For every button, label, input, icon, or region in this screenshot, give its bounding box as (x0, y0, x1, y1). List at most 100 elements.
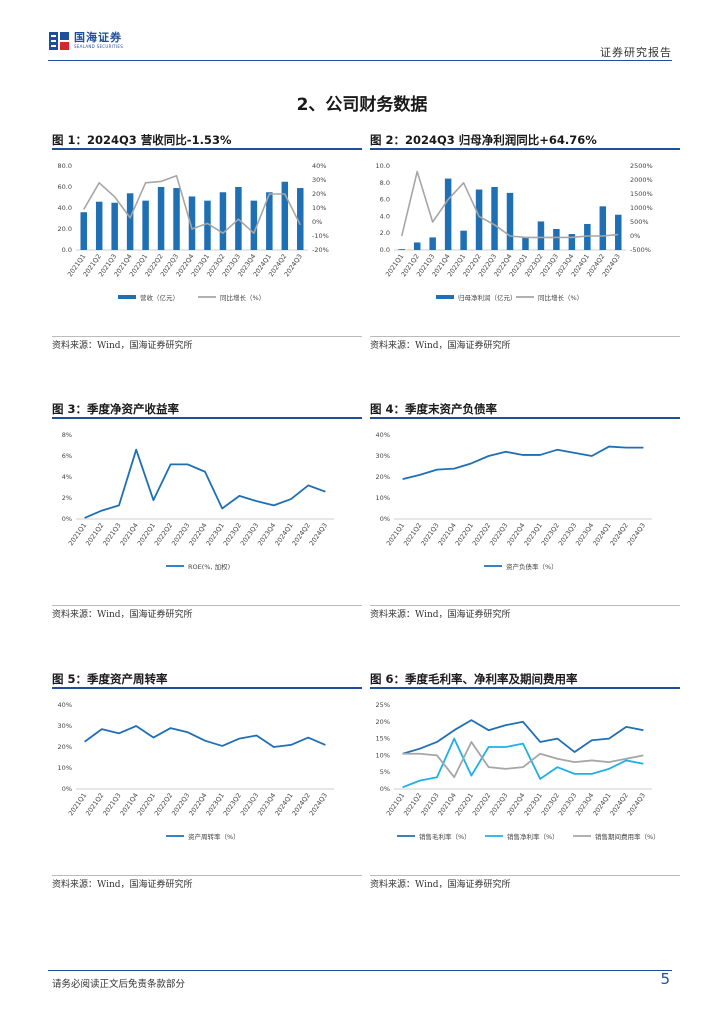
figure-1-title: 图 1：2024Q3 营收同比-1.53% (52, 132, 362, 150)
figure-2-chart: 0.0 2.0 4.0 6.0 8.0 10.0 -500% 0% 500% 1000% 1500%… (370, 150, 680, 326)
bar (188, 196, 196, 250)
figure-3-title: 图 3：季度净资产收益率 (52, 401, 362, 419)
bar (599, 206, 607, 250)
y2-tick-label: 10% (312, 204, 326, 212)
y2-tick-label: 1000% (630, 204, 653, 212)
bar (281, 181, 289, 250)
y-tick-label: 0% (62, 785, 72, 793)
figure-5-panel: 图 5：季度资产周转率 0% 10% 20% 30% 40% 2021Q1 2021Q2 20… (52, 671, 362, 891)
legend-label: 同比增长（%） (538, 293, 583, 302)
figure-3-chart: 0% 2% 4% 6% 8% 2021Q1 2021Q2 2021Q3 2021Q4 2022Q1… (52, 419, 362, 595)
bar (584, 223, 591, 250)
bar (568, 234, 576, 250)
y-tick-label: 0% (62, 515, 72, 523)
series-line (402, 741, 644, 779)
y-tick-label: 0.0 (62, 246, 72, 254)
y-tick-label: 6.0 (380, 196, 390, 204)
y-tick-label: 10% (58, 764, 72, 772)
y-tick-label: 40% (376, 431, 390, 439)
y2-tick-label: 1500% (630, 190, 653, 198)
figure-6-source: 资料来源：Wind，国海证券研究所 (370, 875, 680, 891)
legend-label: 资产周转率（%） (188, 832, 240, 841)
bar (204, 200, 211, 250)
logo-mark-icon (48, 30, 70, 52)
figure-3-panel: 图 3：季度净资产收益率 0% 2% 4% 6% 8% 2021Q1 2021Q2 2021Q… (52, 401, 362, 621)
y2-tick-label: 30% (312, 176, 326, 184)
series-line (84, 725, 326, 748)
y-tick-label: 2% (62, 494, 72, 502)
figure-4-source: 资料来源：Wind，国海证券研究所 (370, 605, 680, 621)
bar (111, 202, 118, 250)
bar (266, 192, 273, 250)
legend-label: 资产负债率（%） (506, 562, 558, 571)
figure-1-chart: 0.0 20.0 40.0 60.0 80.0 -20% -10% 0% 10% 20% 30% 40… (52, 150, 362, 326)
figure-6-chart: 0% 5% 10% 15% 20% 25% 2021Q1 2021Q2 2021Q3 2021Q4… (370, 689, 680, 865)
x-tick-label: 2024Q3 (308, 792, 329, 818)
y2-tick-label: 0% (630, 232, 640, 240)
page-header: 国海证券 SEALAND SECURITIES 证券研究报告 (0, 0, 724, 61)
bar (522, 237, 529, 250)
legend-label: 销售期间费用率（%） (595, 832, 660, 841)
y-tick-label: 10.0 (376, 162, 390, 170)
logo-cn-text: 国海证券 (74, 31, 122, 44)
y-tick-label: 30% (376, 452, 390, 460)
figure-2-panel: 图 2：2024Q3 归母净利润同比+64.76% 0.0 2.0 4.0 6.0 8.… (370, 132, 680, 352)
y-tick-label: 15% (376, 735, 390, 743)
figure-6-panel: 图 6：季度毛利率、净利率及期间费用率 0% 5% 10% 15% 20% 25% 2021… (370, 671, 680, 891)
y2-tick-label: 40% (312, 162, 326, 170)
y-tick-label: 8% (62, 431, 72, 439)
legend-label: 同比增长（%） (220, 293, 265, 302)
bar (491, 187, 498, 250)
bar (429, 237, 436, 250)
bar (126, 193, 134, 250)
y-tick-label: 60.0 (58, 183, 72, 191)
y-tick-label: 25% (376, 701, 390, 709)
legend-label: 销售毛利率（%） (419, 832, 471, 841)
bar (444, 178, 452, 250)
y2-tick-label: 2500% (630, 162, 653, 170)
series-line (402, 737, 644, 789)
footer-disclaimer: 请务必阅读正文后免责条款部分 (52, 979, 186, 990)
bar (157, 187, 165, 250)
x-tick-label: 2024Q3 (626, 792, 647, 818)
series-line (84, 448, 326, 519)
series-line (83, 174, 301, 234)
figure-2-source: 资料来源：Wind，国海证券研究所 (370, 336, 680, 352)
bar (219, 192, 227, 250)
legend-swatch (118, 295, 136, 299)
y2-tick-label: 0% (312, 218, 322, 226)
y-tick-label: 0.0 (380, 246, 390, 254)
bar (553, 229, 560, 250)
bar (537, 221, 545, 250)
logo-en-text: SEALAND SECURITIES (74, 44, 124, 49)
legend-label: 营收（亿元） (140, 293, 179, 302)
y-tick-label: 20% (376, 473, 390, 481)
bar (475, 189, 483, 250)
series-line (402, 719, 644, 755)
figure-5-title: 图 5：季度资产周转率 (52, 671, 362, 689)
figure-1-panel: 图 1：2024Q3 营收同比-1.53% 0.0 20.0 40.0 60.0 80.… (52, 132, 362, 352)
document-type: 证券研究报告 (600, 46, 672, 59)
y-tick-label: 0% (380, 785, 390, 793)
figure-3-source: 资料来源：Wind，国海证券研究所 (52, 605, 362, 621)
y-tick-label: 4.0 (380, 212, 390, 220)
y-tick-label: 4% (62, 473, 72, 481)
y-tick-label: 6% (62, 452, 72, 460)
y-tick-label: 20% (376, 718, 390, 726)
bar (173, 188, 180, 250)
y-tick-label: 8.0 (380, 179, 390, 187)
y-tick-label: 40% (58, 701, 72, 709)
y2-tick-label: 500% (630, 218, 649, 226)
x-tick-label: 2024Q3 (626, 522, 647, 548)
y2-tick-label: -10% (312, 232, 329, 240)
bar (398, 249, 405, 250)
legend-label: ROE(%, 加权) (188, 562, 230, 571)
figure-1-source: 资料来源：Wind，国海证券研究所 (52, 336, 362, 352)
bar (506, 192, 514, 250)
y-tick-label: 20.0 (58, 225, 72, 233)
legend-swatch (436, 295, 454, 299)
bar (413, 242, 421, 250)
figure-4-panel: 图 4：季度末资产负债率 0% 10% 20% 30% 40% 2021Q1 2021Q2 2… (370, 401, 680, 621)
figure-2-title: 图 2：2024Q3 归母净利润同比+64.76% (370, 132, 680, 150)
bar (80, 212, 87, 250)
